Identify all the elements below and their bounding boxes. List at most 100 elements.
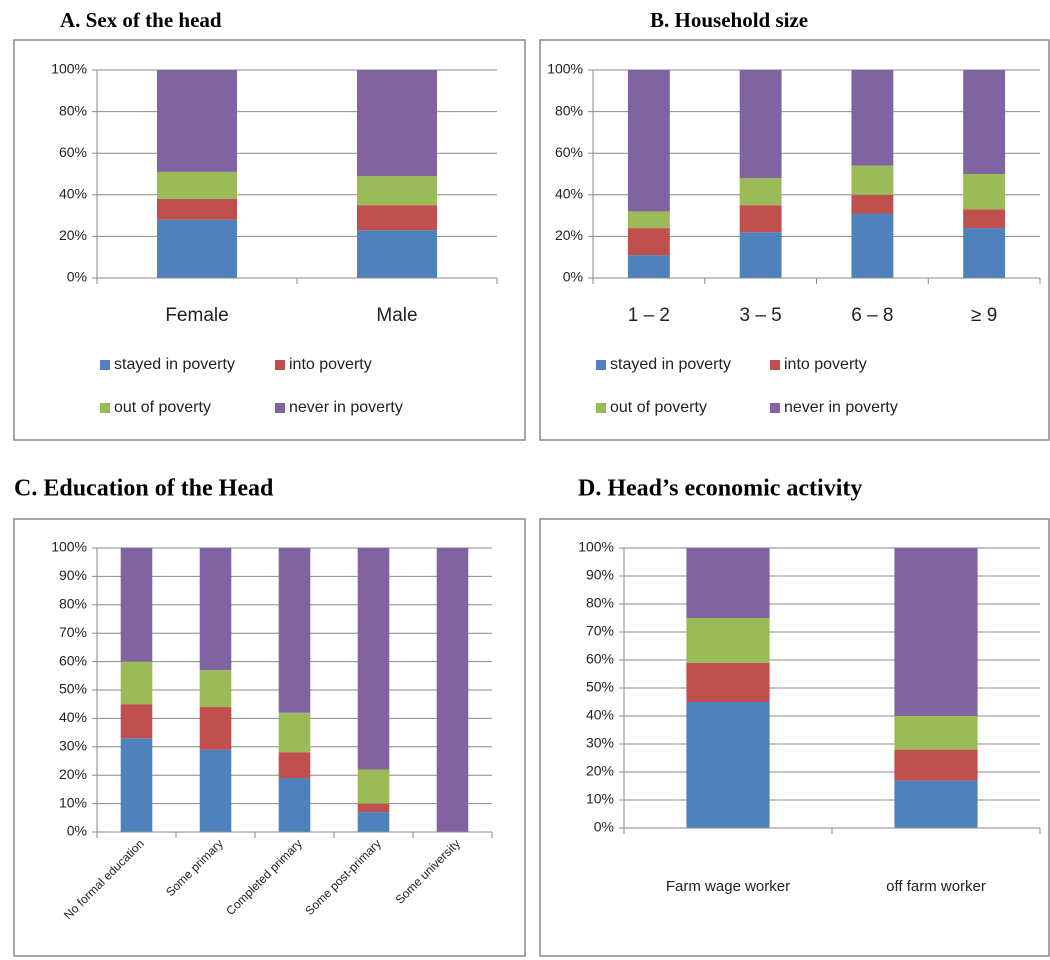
y-tick-label: 70% bbox=[59, 624, 87, 640]
bar-segment bbox=[120, 661, 153, 705]
y-tick-label: 100% bbox=[578, 539, 614, 555]
bar-segment bbox=[739, 205, 782, 233]
legend-label: into poverty bbox=[289, 356, 372, 373]
y-tick-label: 80% bbox=[59, 102, 87, 118]
legend-swatch bbox=[275, 403, 285, 413]
y-tick-label: 20% bbox=[59, 227, 87, 243]
bar-segment bbox=[963, 209, 1006, 229]
y-tick-label: 80% bbox=[555, 102, 583, 118]
y-tick-label: 20% bbox=[59, 766, 87, 782]
bar-segment bbox=[894, 780, 978, 828]
y-tick-label: 20% bbox=[555, 227, 583, 243]
bar-segment bbox=[851, 194, 894, 214]
legend-label: stayed in poverty bbox=[114, 356, 235, 373]
legend-label: out of poverty bbox=[610, 399, 707, 416]
chart-title: B. Household size bbox=[650, 8, 808, 32]
bar-segment bbox=[686, 548, 770, 618]
bar-segment bbox=[627, 255, 670, 278]
bar-segment bbox=[357, 548, 390, 770]
legend-swatch bbox=[100, 403, 110, 413]
legend-swatch bbox=[596, 403, 606, 413]
bar-segment bbox=[894, 716, 978, 750]
bar-segment bbox=[963, 174, 1006, 210]
y-tick-label: 100% bbox=[51, 539, 87, 555]
bar-segment bbox=[436, 548, 469, 832]
legend-label: never in poverty bbox=[784, 399, 898, 416]
bar-segment bbox=[357, 205, 437, 231]
legend-swatch bbox=[770, 360, 780, 370]
y-tick-label: 100% bbox=[51, 61, 87, 77]
y-tick-label: 50% bbox=[586, 679, 614, 695]
y-tick-label: 10% bbox=[586, 791, 614, 807]
panel-frame bbox=[13, 518, 526, 957]
bar-segment bbox=[851, 213, 894, 278]
legend-swatch bbox=[100, 360, 110, 370]
chart-title: D. Head’s economic activity bbox=[578, 476, 862, 502]
legend-label: into poverty bbox=[784, 356, 867, 373]
y-tick-label: 60% bbox=[555, 144, 583, 160]
bar-segment bbox=[157, 219, 237, 278]
bar-segment bbox=[278, 752, 311, 779]
bar-segment bbox=[686, 618, 770, 663]
y-tick-label: 0% bbox=[563, 269, 583, 285]
bar-segment bbox=[157, 198, 237, 220]
bar-segment bbox=[686, 702, 770, 828]
bar-segment bbox=[357, 70, 437, 177]
panel-frame bbox=[13, 39, 526, 441]
y-tick-label: 100% bbox=[547, 61, 583, 77]
bar-segment bbox=[120, 738, 153, 832]
y-tick-label: 90% bbox=[59, 567, 87, 583]
bar-segment bbox=[627, 70, 670, 212]
bar-segment bbox=[357, 803, 390, 813]
y-tick-label: 80% bbox=[59, 596, 87, 612]
bar-segment bbox=[851, 165, 894, 195]
bar-segment bbox=[120, 548, 153, 662]
bar-segment bbox=[199, 670, 232, 708]
bar-segment bbox=[963, 228, 1006, 278]
bar-segment bbox=[199, 548, 232, 671]
bar-segment bbox=[357, 812, 390, 832]
y-tick-label: 0% bbox=[594, 819, 614, 835]
bar-segment bbox=[739, 70, 782, 179]
y-tick-label: 40% bbox=[59, 186, 87, 202]
x-tick-label: Female bbox=[165, 305, 228, 326]
bar-segment bbox=[157, 171, 237, 199]
y-tick-label: 30% bbox=[586, 735, 614, 751]
y-tick-label: 10% bbox=[59, 794, 87, 810]
bar-segment bbox=[278, 778, 311, 832]
y-tick-label: 20% bbox=[586, 763, 614, 779]
y-tick-label: 60% bbox=[586, 651, 614, 667]
x-tick-label: 1 – 2 bbox=[628, 305, 670, 326]
bar-segment bbox=[963, 70, 1006, 174]
x-tick-label: Some post-primary bbox=[302, 836, 384, 918]
bar-segment bbox=[627, 228, 670, 256]
bar-segment bbox=[739, 232, 782, 278]
panel-frame bbox=[539, 39, 1050, 441]
bar-segment bbox=[894, 548, 978, 716]
bar-segment bbox=[739, 178, 782, 206]
y-tick-label: 50% bbox=[59, 681, 87, 697]
y-tick-label: 0% bbox=[67, 823, 87, 839]
x-tick-label: 6 – 8 bbox=[851, 305, 893, 326]
y-tick-label: 40% bbox=[555, 186, 583, 202]
y-tick-label: 40% bbox=[59, 709, 87, 725]
legend-swatch bbox=[770, 403, 780, 413]
bar-segment bbox=[199, 749, 232, 832]
bar-segment bbox=[357, 230, 437, 278]
bar-segment bbox=[199, 707, 232, 750]
x-tick-label: Farm wage worker bbox=[666, 878, 790, 895]
x-tick-label: Some primary bbox=[163, 836, 226, 899]
chart-title: C. Education of the Head bbox=[14, 476, 274, 502]
legend-swatch bbox=[596, 360, 606, 370]
x-tick-label: Completed primary bbox=[223, 836, 305, 918]
bar-segment bbox=[157, 70, 237, 172]
y-tick-label: 90% bbox=[586, 567, 614, 583]
bar-segment bbox=[120, 704, 153, 739]
bar-segment bbox=[894, 749, 978, 781]
x-tick-label: Male bbox=[376, 305, 417, 326]
legend-label: out of poverty bbox=[114, 399, 211, 416]
legend-label: never in poverty bbox=[289, 399, 403, 416]
bar-segment bbox=[686, 662, 770, 702]
panel-frame bbox=[539, 518, 1050, 957]
